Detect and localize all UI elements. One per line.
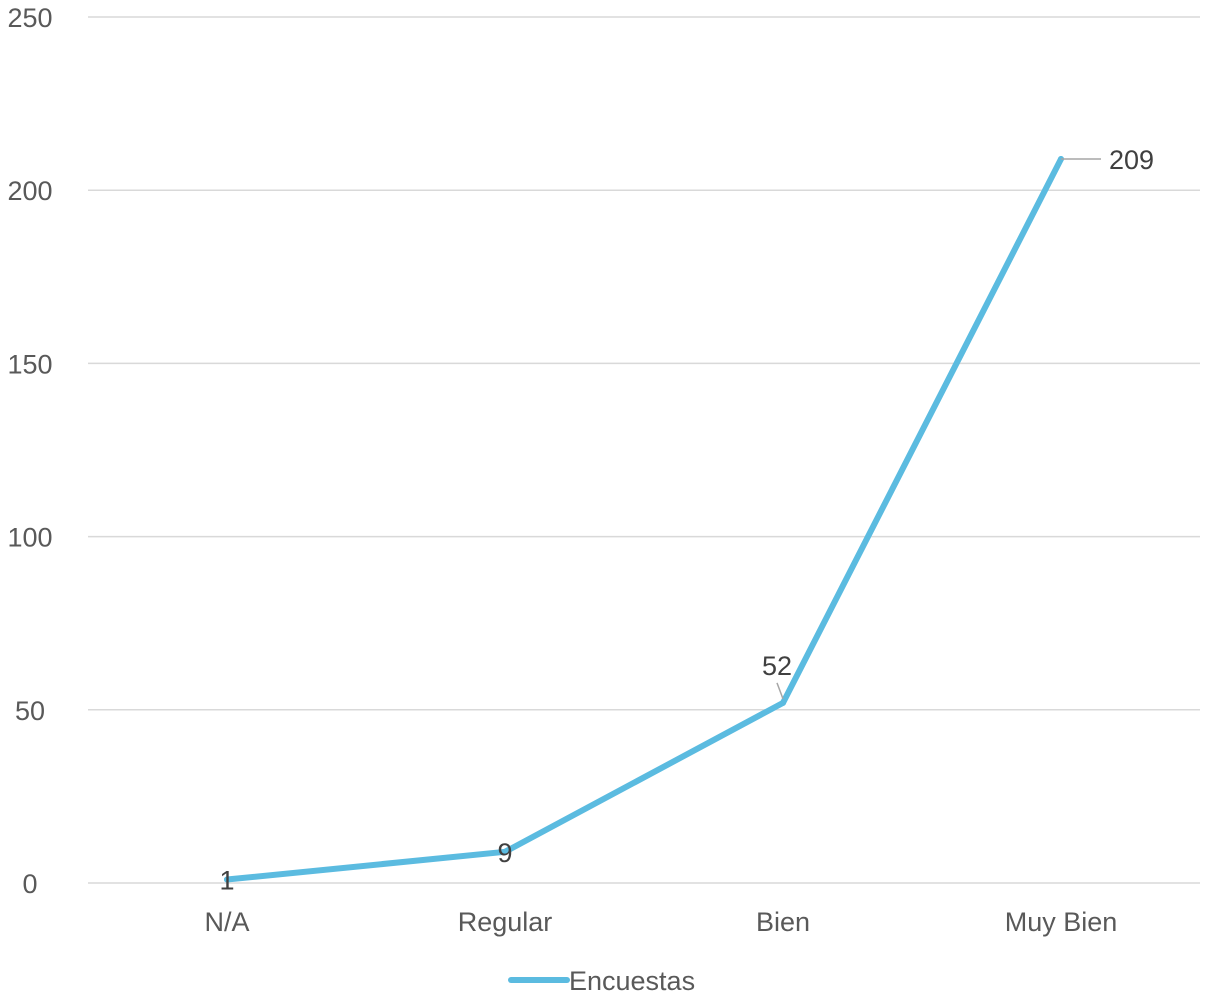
y-tick-label: 100	[7, 523, 52, 553]
data-label: 52	[762, 651, 792, 681]
series-line-encuestas	[224, 156, 1064, 883]
x-tick-label: Bien	[756, 907, 810, 937]
data-label: 209	[1109, 145, 1154, 175]
series-layer	[224, 156, 1064, 883]
leader-line	[776, 682, 784, 700]
x-tick-label: N/A	[204, 907, 249, 937]
legend: Encuestas	[508, 966, 695, 996]
x-axis-ticks: N/A Regular Bien Muy Bien	[204, 907, 1117, 937]
data-labels: 1 9 52 209	[219, 145, 1154, 896]
data-label: 9	[497, 838, 512, 868]
data-point	[502, 848, 508, 855]
data-point	[224, 876, 230, 883]
x-tick-label: Regular	[458, 907, 553, 937]
y-tick-label: 50	[15, 696, 45, 726]
y-tick-label: 150	[7, 349, 52, 379]
x-tick-label: Muy Bien	[1005, 907, 1118, 937]
gridlines	[88, 16, 1200, 884]
legend-label: Encuestas	[569, 966, 695, 996]
y-tick-label: 200	[7, 176, 52, 206]
data-point	[780, 699, 786, 706]
y-axis-ticks: 0 50 100 150 200 250	[7, 3, 52, 899]
y-tick-label: 250	[7, 3, 52, 33]
y-tick-label: 0	[22, 869, 37, 899]
data-label: 1	[219, 866, 234, 896]
